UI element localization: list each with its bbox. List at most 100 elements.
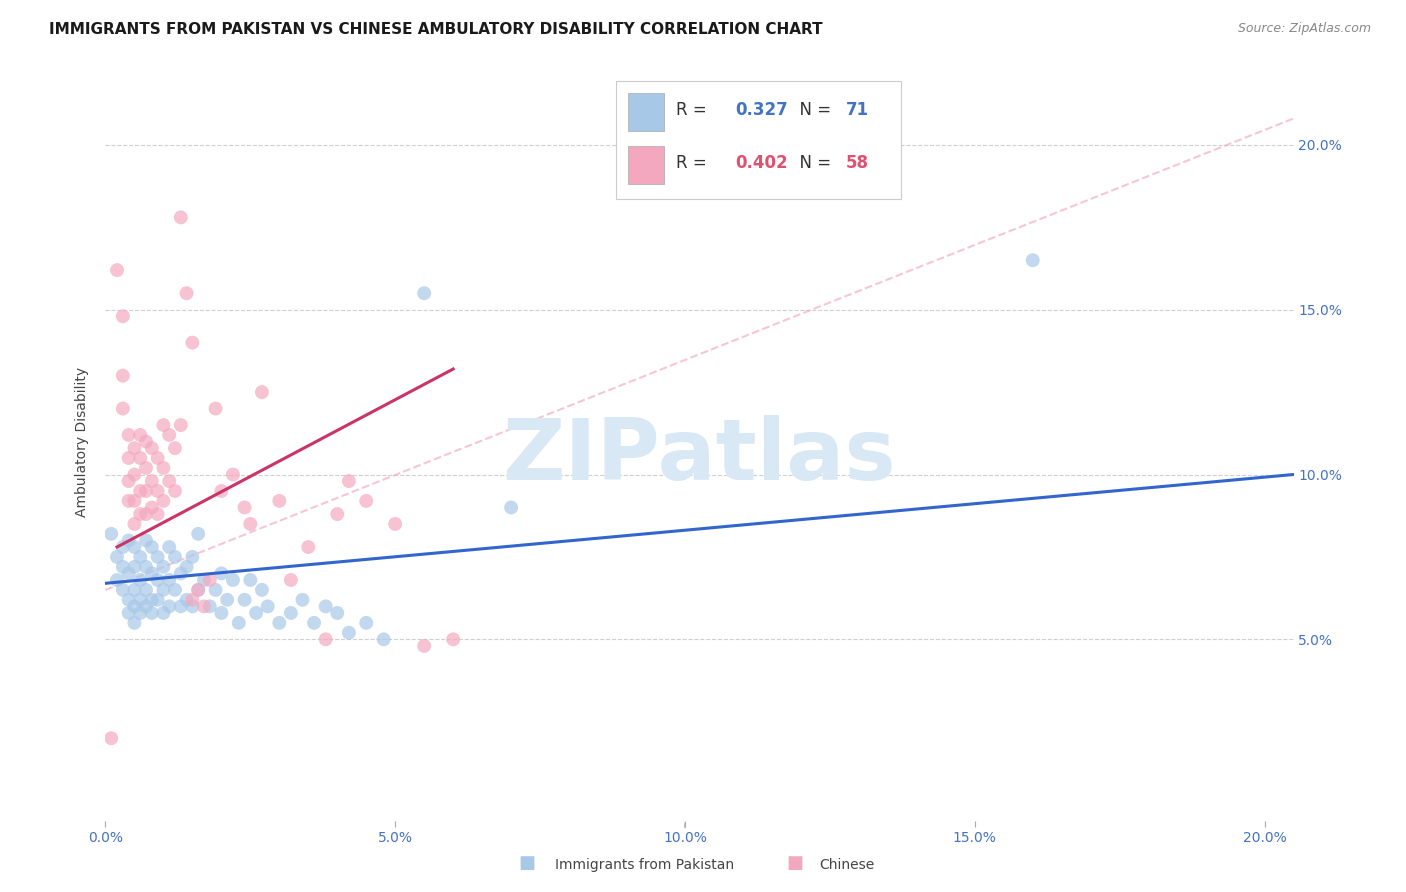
Point <box>129 507 152 521</box>
Text: Source: ZipAtlas.com: Source: ZipAtlas.com <box>1237 22 1371 36</box>
Point <box>135 559 157 574</box>
Text: ■: ■ <box>786 855 803 872</box>
Point <box>146 507 169 521</box>
Text: 0.327: 0.327 <box>735 101 787 120</box>
Point <box>117 428 139 442</box>
Point <box>135 461 157 475</box>
Point <box>302 615 325 630</box>
Point <box>157 428 180 442</box>
Point <box>315 632 337 647</box>
Point <box>163 483 186 498</box>
Point <box>233 500 256 515</box>
Point <box>280 606 302 620</box>
Point <box>129 483 152 498</box>
Point <box>373 632 395 647</box>
Point <box>250 385 273 400</box>
Point <box>129 450 152 465</box>
Point <box>337 625 360 640</box>
Point <box>105 573 128 587</box>
Point <box>170 418 193 433</box>
Point <box>124 516 146 531</box>
Point <box>157 599 180 614</box>
Point <box>157 573 180 587</box>
Point <box>181 335 204 350</box>
Point <box>111 582 134 597</box>
Point <box>117 592 139 607</box>
Point <box>111 368 134 383</box>
Point <box>124 615 146 630</box>
Point <box>337 474 360 488</box>
Point <box>135 599 157 614</box>
Point <box>124 540 146 554</box>
Point <box>129 428 152 442</box>
Point <box>181 592 204 607</box>
Point <box>170 599 193 614</box>
Point <box>100 526 122 541</box>
Point <box>198 573 221 587</box>
Point <box>135 507 157 521</box>
Point <box>326 507 349 521</box>
Point <box>441 632 464 647</box>
Point <box>129 573 152 587</box>
Point <box>141 441 163 455</box>
Point <box>135 582 157 597</box>
Point <box>354 615 377 630</box>
Point <box>181 599 204 614</box>
Point <box>141 606 163 620</box>
Point <box>129 549 152 564</box>
Point <box>111 540 134 554</box>
FancyBboxPatch shape <box>616 81 901 199</box>
Text: R =: R = <box>676 154 711 172</box>
Point <box>117 566 139 581</box>
Point <box>187 526 209 541</box>
Text: ZIPatlas: ZIPatlas <box>502 415 897 499</box>
Point <box>117 450 139 465</box>
Point <box>152 494 174 508</box>
Point <box>124 467 146 482</box>
Point <box>384 516 406 531</box>
Point <box>193 599 215 614</box>
Point <box>146 549 169 564</box>
Point <box>176 286 198 301</box>
Point <box>146 450 169 465</box>
Point <box>152 461 174 475</box>
Point <box>135 483 157 498</box>
Point <box>1022 253 1045 268</box>
Text: Chinese: Chinese <box>820 858 875 872</box>
Text: R =: R = <box>676 101 711 120</box>
Point <box>146 573 169 587</box>
Point <box>222 573 245 587</box>
Text: ■: ■ <box>519 855 536 872</box>
Point <box>413 639 436 653</box>
Point <box>124 582 146 597</box>
Point <box>141 474 163 488</box>
Point <box>100 731 122 746</box>
Point <box>163 441 186 455</box>
Point <box>501 500 523 515</box>
Point <box>291 592 314 607</box>
Point <box>315 599 337 614</box>
FancyBboxPatch shape <box>628 93 664 130</box>
Text: N =: N = <box>789 154 837 172</box>
Point <box>181 549 204 564</box>
Point <box>111 310 134 324</box>
Point <box>163 582 186 597</box>
Point <box>245 606 267 620</box>
Text: N =: N = <box>789 101 837 120</box>
Point <box>124 599 146 614</box>
Point <box>135 434 157 449</box>
Point <box>239 573 262 587</box>
Point <box>146 592 169 607</box>
Point <box>111 559 134 574</box>
Point <box>141 592 163 607</box>
Point <box>233 592 256 607</box>
Point <box>141 500 163 515</box>
Point <box>141 540 163 554</box>
Point <box>269 494 291 508</box>
Point <box>152 418 174 433</box>
Point <box>152 559 174 574</box>
Point <box>117 606 139 620</box>
Point <box>413 286 436 301</box>
Text: Immigrants from Pakistan: Immigrants from Pakistan <box>555 858 734 872</box>
Point <box>157 474 180 488</box>
